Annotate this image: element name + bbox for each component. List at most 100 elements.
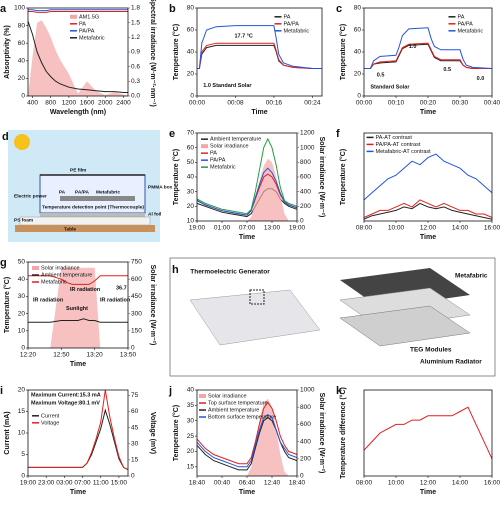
panel-label: j xyxy=(168,385,172,397)
x-tick-label: 07:00 xyxy=(239,225,256,232)
x-axis-label: Time xyxy=(70,361,86,368)
x-tick-label: 00:40 xyxy=(214,480,231,487)
legend-swatch xyxy=(201,144,208,149)
legend-label: Metafabric xyxy=(457,28,483,34)
x-tick-label: 800 xyxy=(45,100,56,107)
y-tick-label: 60 xyxy=(187,27,195,34)
y2-tick-label: 30 xyxy=(131,440,139,447)
y-tick-label: 50 xyxy=(18,259,26,266)
x-tick-label: 16:00 xyxy=(484,225,500,232)
x-axis-label: Time xyxy=(239,234,255,241)
line xyxy=(196,413,298,468)
y-tick-label: 20 xyxy=(18,75,26,82)
legend-label: Solar irradiance xyxy=(41,265,80,271)
y-tick-label: 30 xyxy=(187,417,195,424)
line xyxy=(364,42,492,69)
x-tick-label: 19:00 xyxy=(20,480,37,487)
x-tick-label: 19:00 xyxy=(289,225,306,232)
line xyxy=(196,167,298,216)
x-tick-label: 15:00 xyxy=(111,480,128,487)
x-tick-label: 00:08 xyxy=(227,100,244,107)
plot-frame xyxy=(27,261,129,349)
y-tick-label: 0 xyxy=(190,93,194,100)
y-tick-label: 40 xyxy=(18,276,26,283)
y2-tick-label: 0.3 xyxy=(131,78,140,85)
x-tick-label: 10:00 xyxy=(388,225,405,232)
diagram-label: Aluminium Radiator xyxy=(420,359,482,366)
legend-swatch xyxy=(199,394,206,399)
y2-tick-label: 45 xyxy=(131,424,139,431)
y2-tick-label: 150 xyxy=(131,328,142,335)
y-tick-label: 20 xyxy=(18,310,26,317)
line xyxy=(196,401,298,465)
y-tick-label: 40 xyxy=(187,387,195,394)
y-axis-label: Temperature (°C) xyxy=(339,24,347,80)
x-tick-label: 400 xyxy=(27,100,38,107)
x-tick-label: 23:00 xyxy=(38,480,55,487)
x-tick-label: 13:00 xyxy=(264,225,281,232)
y-axis-label: Absorptivity (%) xyxy=(4,25,11,79)
y-axis-label: Temperature (°C) xyxy=(172,149,180,205)
panel-label: h xyxy=(172,264,179,276)
y2-tick-label: 15 xyxy=(131,457,139,464)
legend-label: Current xyxy=(41,413,60,419)
diagram-label: Metafabric xyxy=(96,189,120,195)
y-axis-label: Temperature (°C) xyxy=(3,277,11,333)
x-tick-label: 03:00 xyxy=(56,480,73,487)
legend-label: Voltage xyxy=(41,420,59,426)
x-tick-label: 06:40 xyxy=(239,480,256,487)
line xyxy=(28,9,128,12)
y2-tick-label: 1000 xyxy=(300,144,315,151)
panel-label: d xyxy=(2,131,9,143)
y-axis-label: Temperature (°C) xyxy=(172,405,180,461)
y-tick-label: 70 xyxy=(187,130,195,137)
y-axis-label: Temperature difference (°C) xyxy=(339,387,347,479)
y-tick-label: 40 xyxy=(187,49,195,56)
legend-label: Ambient temperature xyxy=(41,272,92,278)
annotation: IR radiation xyxy=(100,297,131,303)
x-axis-label: Time xyxy=(70,489,86,496)
y2-tick-label: 0.0 xyxy=(131,93,140,100)
annotation: Maximum Current:15.3 mA xyxy=(31,393,101,399)
y-tick-label: 60 xyxy=(187,144,195,151)
y2-tick-label: 1000 xyxy=(300,387,315,394)
x-tick-label: 1200 xyxy=(62,100,77,107)
y2-tick-label: 0 xyxy=(300,473,304,480)
radiator xyxy=(339,305,471,347)
line xyxy=(197,44,322,69)
y2-tick-label: 60 xyxy=(131,408,139,415)
y-tick-label: 20 xyxy=(354,71,362,78)
y2-tick-label: 200 xyxy=(300,456,311,463)
y-tick-label: 20 xyxy=(187,71,195,78)
legend-label: PA/PA xyxy=(284,21,300,27)
y-tick-label: 100 xyxy=(14,5,25,12)
y-tick-label: 0 xyxy=(21,345,25,352)
legend-swatch xyxy=(32,266,39,271)
legend-label: PA/PA xyxy=(79,28,95,34)
legend-label: Bottom surface temperature xyxy=(208,414,276,420)
x-tick-label: 14:00 xyxy=(452,225,469,232)
legend-label: Metafabric xyxy=(284,28,310,34)
ps-foam xyxy=(19,216,151,226)
area xyxy=(28,267,128,348)
y-tick-label: 20 xyxy=(187,448,195,455)
y2-tick-label: 600 xyxy=(131,276,142,283)
al-foil xyxy=(40,213,145,217)
y2-tick-label: 75 xyxy=(131,392,139,399)
annotation: 0.0 xyxy=(477,76,485,82)
x-tick-label: 12:00 xyxy=(420,225,437,232)
line xyxy=(28,275,128,285)
y-tick-label: 30 xyxy=(18,293,26,300)
line xyxy=(197,25,322,69)
annotation: IR radiation xyxy=(33,297,64,303)
y2-tick-label: 800 xyxy=(300,404,311,411)
legend-label: PA/PA xyxy=(457,21,473,27)
line xyxy=(197,42,322,69)
x-axis-label: Time xyxy=(251,109,267,116)
table xyxy=(15,225,155,232)
x-tick-label: 08:00 xyxy=(356,225,373,232)
area xyxy=(28,20,128,97)
y2-tick-label: 600 xyxy=(300,174,311,181)
y2-tick-label: 0 xyxy=(300,218,304,225)
line xyxy=(363,199,493,218)
